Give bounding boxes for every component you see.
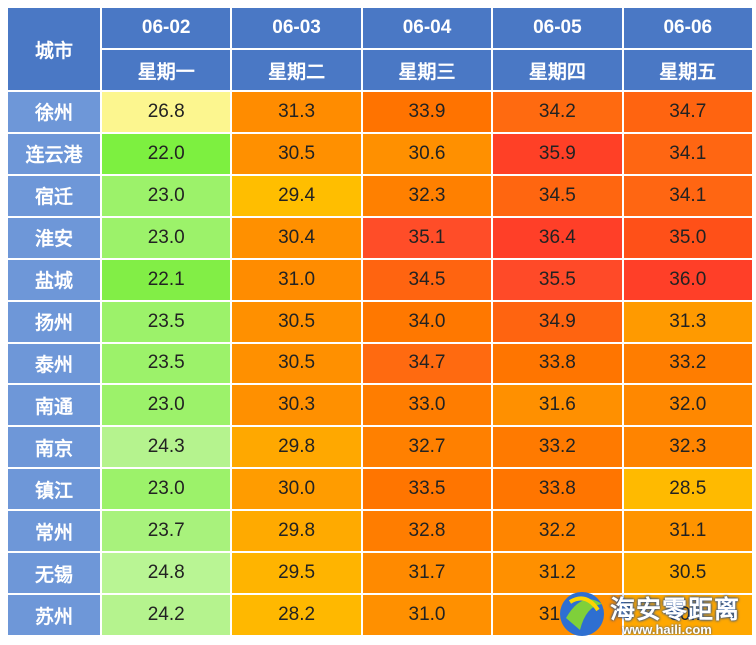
temperature-cell: 36.4 [493,217,622,258]
temperature-cell: 28.2 [232,595,361,635]
temperature-cell: 28.5 [623,469,752,510]
temperature-cell: 31.7 [362,553,492,594]
temperature-cell: 31.6 [493,385,622,426]
weekday-header: 星期五 [623,50,752,90]
city-label: 宿迁 [8,175,100,216]
temperature-cell: 22.0 [102,133,231,174]
temperature-cell: 34.5 [493,175,622,216]
site-logo [560,592,604,636]
temperature-cell: 29.8 [232,427,361,468]
date-header: 06-05 [493,8,622,48]
temperature-cell: 26.8 [102,92,231,132]
temperature-cell: 35.1 [362,217,492,258]
city-label: 南京 [8,427,100,468]
date-header: 06-02 [102,8,231,48]
temperature-cell: 31.0 [362,595,492,635]
temperature-cell: 29.8 [232,511,361,552]
temperature-cell: 23.5 [102,301,231,342]
temperature-cell: 31.1 [623,511,752,552]
temperature-cell: 34.5 [362,259,492,300]
date-header: 06-03 [232,8,361,48]
temperature-cell: 32.3 [362,175,492,216]
temperature-cell: 30.5 [232,343,361,384]
weekday-header: 星期二 [232,50,361,90]
city-label: 泰州 [8,343,100,384]
temperature-table: 城市 06-02 星期一 06-03 星期二 06-04 星期三 06-05 星期四 06-06 星… [8,8,752,637]
temperature-cell: 24.8 [102,553,231,594]
watermark-url: www.haili.com [622,622,712,637]
temperature-cell: 34.2 [493,92,622,132]
city-label: 南通 [8,385,100,426]
city-label: 扬州 [8,301,100,342]
temperature-cell: 33.0 [362,385,492,426]
temperature-cell: 30.5 [232,301,361,342]
temperature-cell: 23.0 [102,217,231,258]
temperature-cell: 34.0 [362,301,492,342]
temperature-cell: 33.5 [362,469,492,510]
temperature-cell: 34.7 [623,92,752,132]
temperature-cell: 33.2 [623,343,752,384]
temperature-cell: 33.8 [493,469,622,510]
weekday-header: 星期三 [362,50,492,90]
temperature-cell: 29.5 [232,553,361,594]
city-label: 盐城 [8,259,100,300]
temperature-cell: 33.8 [493,343,622,384]
city-label: 淮安 [8,217,100,258]
weekday-header: 星期一 [102,50,231,90]
temperature-cell: 23.0 [102,175,231,216]
temperature-cell: 23.0 [102,385,231,426]
city-label: 连云港 [8,133,100,174]
temperature-cell: 30.1 [623,595,752,635]
temperature-cell: 30.3 [232,385,361,426]
date-header: 06-06 [623,8,752,48]
temperature-cell: 23.0 [102,469,231,510]
temperature-cell: 31.2 [493,553,622,594]
city-label: 苏州 [8,595,100,635]
corner-label: 城市 [8,8,100,90]
temperature-cell: 35.0 [623,217,752,258]
temperature-cell: 30.5 [232,133,361,174]
city-label: 常州 [8,511,100,552]
temperature-cell: 23.7 [102,511,231,552]
temperature-cell: 29.4 [232,175,361,216]
temperature-cell: 31.3 [232,92,361,132]
weekday-header: 星期四 [493,50,622,90]
temperature-cell: 30.5 [623,553,752,594]
city-label: 徐州 [8,92,100,132]
temperature-cell: 30.6 [362,133,492,174]
temperature-cell: 31.0 [232,259,361,300]
temperature-cell: 34.1 [623,133,752,174]
city-label: 镇江 [8,469,100,510]
temperature-cell: 36.0 [623,259,752,300]
temperature-cell: 35.5 [493,259,622,300]
temperature-cell: 23.5 [102,343,231,384]
temperature-cell: 32.2 [493,511,622,552]
temperature-cell: 34.9 [493,301,622,342]
temperature-cell: 33.9 [362,92,492,132]
temperature-cell: 24.3 [102,427,231,468]
temperature-cell: 22.1 [102,259,231,300]
date-header: 06-04 [362,8,492,48]
temperature-cell: 32.3 [623,427,752,468]
temperature-cell: 30.4 [232,217,361,258]
temperature-cell: 32.0 [623,385,752,426]
temperature-cell: 32.7 [362,427,492,468]
temperature-cell: 33.2 [493,427,622,468]
temperature-cell: 30.0 [232,469,361,510]
temperature-cell: 24.2 [102,595,231,635]
watermark-brand: 海安零距离 [610,595,741,624]
temperature-cell: 34.1 [623,175,752,216]
temperature-cell: 32.8 [362,511,492,552]
temperature-cell: 31.3 [623,301,752,342]
city-label: 无锡 [8,553,100,594]
temperature-cell: 35.9 [493,133,622,174]
temperature-cell: 34.7 [362,343,492,384]
